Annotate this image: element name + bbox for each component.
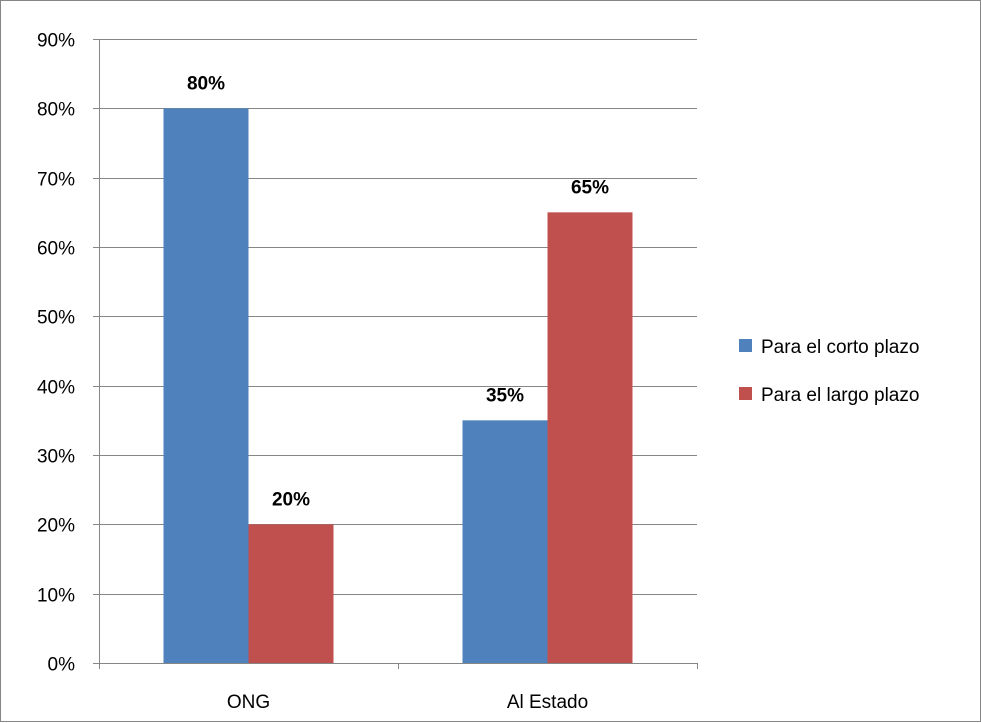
legend: Para el corto plazo Para el largo plazo: [739, 337, 919, 406]
data-label: 80%: [187, 73, 225, 94]
bars: [163, 108, 633, 664]
y-tick-label: 20%: [37, 516, 75, 537]
bar: [462, 420, 548, 663]
y-tick-label: 10%: [37, 586, 75, 607]
y-tick-label: 30%: [37, 447, 75, 468]
y-tick-label: 60%: [37, 239, 75, 260]
y-tick-label: 50%: [37, 308, 75, 329]
legend-label: Para el largo plazo: [761, 385, 919, 406]
data-labels: 80% 20% 35% 65%: [187, 73, 609, 510]
x-tick-label: ONG: [227, 692, 270, 713]
y-tick-label: 80%: [37, 100, 75, 121]
legend-swatch: [739, 387, 752, 400]
bar: [163, 108, 249, 664]
y-tick-label: 70%: [37, 170, 75, 191]
legend-label: Para el corto plazo: [761, 337, 919, 358]
x-tick-label: Al Estado: [507, 692, 588, 713]
legend-swatch: [739, 339, 752, 352]
data-label: 20%: [272, 489, 310, 510]
y-tick-label: 40%: [37, 378, 75, 399]
y-tick-label: 0%: [48, 655, 76, 676]
data-label: 65%: [571, 177, 609, 198]
data-label: 35%: [486, 385, 524, 406]
bar: [547, 212, 633, 664]
axes: 0% 10% 20% 30% 40% 50% 60% 70% 80% 90% ONG Al Estad…: [37, 31, 698, 713]
y-tick-label: 90%: [37, 31, 75, 52]
bar: [248, 524, 334, 663]
